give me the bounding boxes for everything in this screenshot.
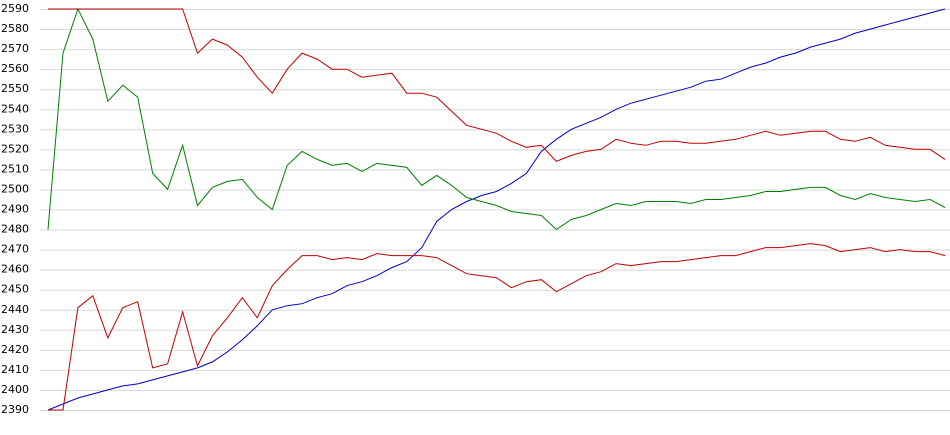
- y-tick-label: 2590: [1, 2, 29, 15]
- y-tick-label: 2540: [1, 102, 29, 115]
- y-tick-label: 2510: [1, 162, 29, 175]
- series-line: [48, 8, 946, 162]
- y-tick-label: 2550: [1, 82, 29, 95]
- series-line: [47, 8, 946, 411]
- y-tick-label: 2460: [1, 263, 29, 276]
- y-tick-label: 2440: [1, 303, 29, 316]
- y-tick-label: 2450: [1, 283, 29, 296]
- y-tick-label: 2530: [1, 122, 29, 135]
- y-tick-label: 2430: [1, 323, 29, 336]
- y-tick-label: 2470: [1, 243, 29, 256]
- y-tick-label: 2560: [1, 62, 29, 75]
- y-tick-label: 2410: [1, 363, 29, 376]
- y-tick-label: 2390: [1, 403, 29, 416]
- y-tick-label: 2520: [1, 142, 29, 155]
- y-tick-label: 2480: [1, 223, 29, 236]
- y-tick-label: 2490: [1, 203, 29, 216]
- y-tick-label: 2400: [1, 383, 29, 396]
- y-tick-label: 2500: [1, 182, 29, 195]
- y-tick-label: 2570: [1, 42, 29, 55]
- series-line: [48, 243, 946, 411]
- series-line: [47, 7, 946, 231]
- y-tick-label: 2420: [1, 343, 29, 356]
- y-tick-label: 2580: [1, 22, 29, 35]
